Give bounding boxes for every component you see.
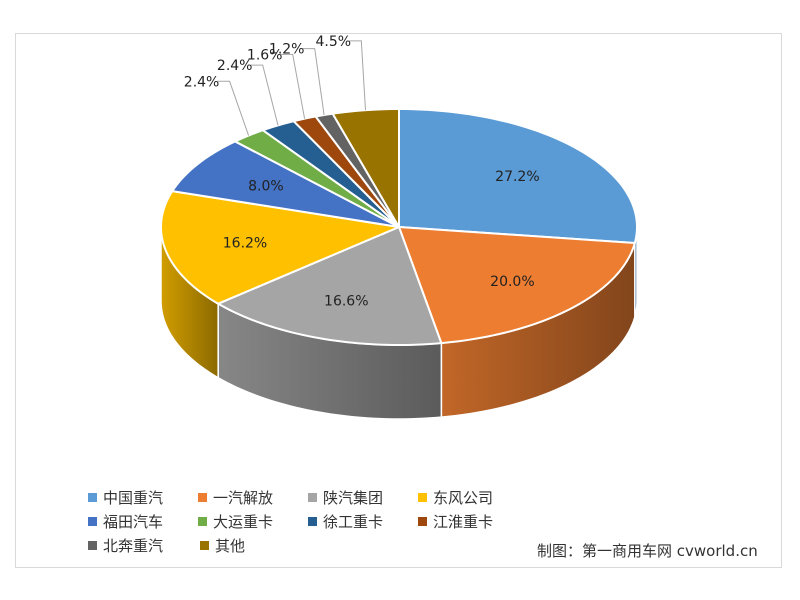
legend-swatch [200,540,209,550]
legend-swatch [308,492,317,502]
legend-item-一汽解放: 一汽解放 [198,487,308,508]
legend-label: 一汽解放 [213,488,274,507]
pie-labels: 27.2%20.0%16.6%16.2%8.0%2.4%2.4%1.6%1.2%… [184,34,540,309]
data-label-徐工重卡: 2.4% [217,58,253,74]
legend-swatch [198,516,207,526]
legend-swatch [418,516,427,526]
leader-line-其他 [349,40,366,111]
chart-legend: 中国重汽 一汽解放 陕汽集团 东风公司福田汽车 大运重卡 徐工重卡 江淮重卡北奔重汽 其他 [88,485,528,557]
pie-top [160,107,638,347]
legend-item-陕汽集团: 陕汽集团 [308,487,418,508]
data-label-一汽解放: 20.0% [490,274,534,290]
legend-swatch [88,516,97,526]
legend-swatch [88,492,97,502]
pie-slice-中国重汽 [398,107,638,245]
legend-item-大运重卡: 大运重卡 [198,511,308,532]
legend-label: 其他 [215,536,246,555]
leader-line-北奔重汽 [302,48,325,116]
pie-slice-福田汽车 [170,140,400,228]
leader-line-江淮重卡 [280,53,306,119]
data-label-中国重汽: 27.2% [495,169,539,185]
pie-slice-陕汽集团 [215,225,443,347]
legend-row: 北奔重汽 其他 [88,533,528,557]
leader-line-徐工重卡 [250,64,279,126]
legend-label: 中国重汽 [103,488,164,507]
legend-row: 中国重汽 一汽解放 陕汽集团 东风公司 [88,485,528,509]
pie-slice-一汽解放 [397,225,637,345]
legend-label: 江淮重卡 [433,512,494,531]
legend-row: 福田汽车 大运重卡 徐工重卡 江淮重卡 [88,509,528,533]
data-label-北奔重汽: 1.2% [269,42,305,58]
legend-label: 北奔重汽 [103,536,164,555]
data-label-大运重卡: 2.4% [184,74,220,90]
legend-swatch [308,516,317,526]
leader-line-大运重卡 [217,80,250,136]
legend-swatch [88,540,97,550]
pie-slice-东风公司 [160,190,403,305]
legend-item-其他: 其他 [200,535,312,556]
legend-swatch [198,492,207,502]
legend-swatch [418,492,427,502]
chart-credit: 制图：第一商用车网 cvworld.cn [537,542,758,560]
data-label-其他: 4.5% [316,34,352,50]
data-label-陕汽集团: 16.6% [324,293,368,309]
data-label-东风公司: 16.2% [223,235,267,251]
legend-item-东风公司: 东风公司 [418,487,528,508]
legend-item-中国重汽: 中国重汽 [88,487,198,508]
data-label-江淮重卡: 1.6% [247,47,283,63]
data-label-福田汽车: 8.0% [248,179,284,195]
legend-item-北奔重汽: 北奔重汽 [88,535,200,556]
legend-label: 福田汽车 [103,512,164,531]
legend-item-福田汽车: 福田汽车 [88,511,198,532]
legend-label: 徐工重卡 [323,512,384,531]
legend-label: 东风公司 [433,488,494,507]
legend-label: 陕汽集团 [323,488,384,507]
legend-item-徐工重卡: 徐工重卡 [308,511,418,532]
legend-label: 大运重卡 [213,512,274,531]
legend-item-江淮重卡: 江淮重卡 [418,511,528,532]
